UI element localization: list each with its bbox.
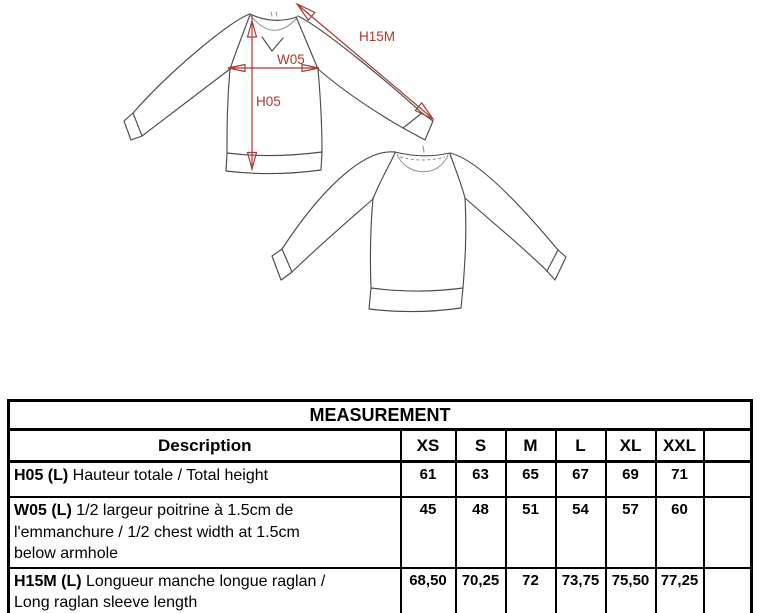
- value-cell: 61: [399, 460, 457, 498]
- front-collar-outer: [249, 13, 298, 21]
- row-description: 1/2 largeur poitrine à 1.5cm de l'emmanc…: [14, 502, 300, 562]
- h05-arrowhead-bottom-icon: [246, 151, 258, 172]
- front-hem-band: [225, 151, 323, 175]
- back-hem-band: [368, 287, 464, 313]
- front-right-cuff: [402, 112, 434, 141]
- back-neck-top: [394, 151, 451, 157]
- front-collar-label-tick: [270, 11, 278, 17]
- value-cell: 75,50: [604, 566, 657, 613]
- front-left-sleeve-underside: [141, 68, 231, 137]
- value-cell-empty: [702, 566, 753, 613]
- value-cell: 60: [654, 496, 705, 569]
- back-left-sleeve-underside: [291, 198, 374, 273]
- back-collar-inner: [396, 153, 449, 173]
- value-cell: 72: [504, 566, 557, 613]
- value-cell: 77,25: [654, 566, 705, 613]
- value-cell: 51: [504, 496, 557, 569]
- h15m-dimension-line: [297, 4, 433, 119]
- row-code: H15M (L): [14, 572, 82, 590]
- row-code: W05 (L): [14, 502, 72, 519]
- value-cell: 71: [654, 460, 705, 498]
- front-collar-inner: [250, 15, 297, 31]
- front-left-sleeve-top: [132, 13, 251, 114]
- back-center-notch: [422, 145, 425, 153]
- front-body-right-edge: [317, 68, 323, 153]
- front-right-sleeve-top: [297, 15, 423, 114]
- back-right-raglan-seam: [449, 153, 466, 199]
- front-left-cuff: [123, 112, 143, 141]
- h15m-arrowhead-top-icon: [295, 2, 316, 22]
- back-body-right-edge: [462, 197, 467, 289]
- w05-label: W05: [277, 52, 305, 67]
- table-row-h05: H05 (L) Hauteur totale / Total height 61…: [7, 460, 753, 498]
- row-description: Longueur manche longue raglan / Long rag…: [14, 572, 326, 612]
- measurement-table: MEASUREMENT Description XS S M L XL XXL …: [7, 399, 754, 613]
- front-right-sleeve-underside: [317, 68, 404, 129]
- front-right-raglan-seam: [295, 16, 319, 70]
- value-cell: 70,25: [454, 566, 507, 613]
- column-header-xl: XL: [604, 428, 657, 463]
- back-body-left-edge: [369, 197, 374, 289]
- back-view: [271, 145, 567, 313]
- w05-arrowhead-left-icon: [227, 63, 246, 73]
- table-row-h15m: H15M (L) Longueur manche longue raglan /…: [7, 566, 753, 613]
- value-cell: 69: [604, 460, 657, 498]
- back-right-sleeve-top: [449, 152, 559, 251]
- value-cell: 68,50: [399, 566, 457, 613]
- value-cell: 67: [554, 460, 607, 498]
- front-body-left-edge: [226, 68, 231, 154]
- back-right-sleeve-underside: [464, 197, 548, 272]
- h05-arrowhead-top-icon: [246, 18, 258, 38]
- column-header-s: S: [454, 428, 507, 463]
- column-header-m: M: [504, 428, 557, 463]
- front-view: [123, 11, 434, 175]
- back-left-raglan-seam: [372, 152, 396, 200]
- column-header-xxl: XXL: [654, 428, 705, 463]
- table-row-w05: W05 (L) 1/2 largeur poitrine à 1.5cm de …: [7, 496, 753, 569]
- row-description-cell: W05 (L) 1/2 largeur poitrine à 1.5cm de …: [7, 496, 402, 569]
- value-cell: 54: [554, 496, 607, 569]
- back-left-cuff: [271, 248, 293, 281]
- value-cell: 73,75: [554, 566, 607, 613]
- value-cell-empty: [702, 496, 753, 569]
- back-right-cuff: [546, 249, 567, 281]
- back-neck-stitch-line: [399, 156, 446, 161]
- table-title: MEASUREMENT: [7, 399, 753, 431]
- value-cell: 63: [454, 460, 507, 498]
- front-left-raglan-seam: [229, 14, 251, 70]
- column-header-l: L: [554, 428, 607, 463]
- column-header-xs: XS: [399, 428, 457, 463]
- h05-label: H05: [256, 94, 281, 109]
- value-cell: 57: [604, 496, 657, 569]
- row-description: Hauteur totale / Total height: [68, 467, 269, 484]
- value-cell: 65: [504, 460, 557, 498]
- w05-arrowhead-right-icon: [301, 63, 320, 73]
- row-code: H05 (L): [14, 467, 69, 484]
- measurement-annotations: H15M W05 H05: [227, 2, 435, 172]
- front-v-notch: [261, 36, 284, 52]
- h15m-label: H15M: [359, 29, 395, 44]
- row-description-cell: H05 (L) Hauteur totale / Total height: [7, 460, 402, 498]
- column-header-empty: [702, 428, 753, 463]
- value-cell: 48: [454, 496, 507, 569]
- value-cell-empty: [702, 460, 753, 498]
- column-header-description: Description: [7, 428, 402, 463]
- value-cell: 45: [399, 496, 457, 569]
- row-description-cell: H15M (L) Longueur manche longue raglan /…: [7, 566, 402, 613]
- garment-diagram: H15M W05 H05: [123, 2, 567, 313]
- back-left-sleeve-top: [281, 151, 396, 250]
- h15m-arrowhead-bottom-icon: [414, 101, 435, 121]
